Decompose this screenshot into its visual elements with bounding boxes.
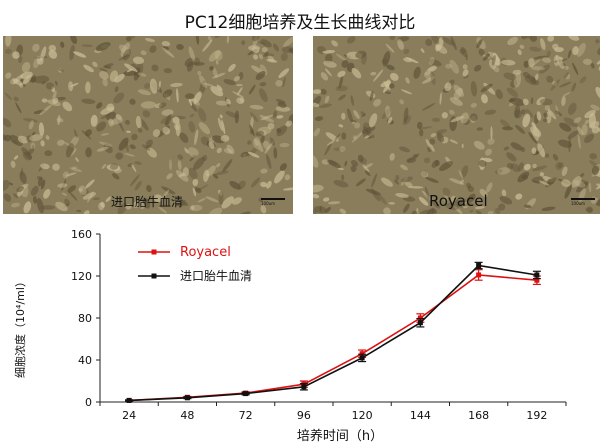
data-point [184, 395, 190, 401]
x-tick-label: 144 [410, 409, 431, 422]
x-tick-label: 24 [122, 409, 136, 422]
x-tick-label: 72 [239, 409, 253, 422]
legend-label: Royacel [180, 245, 231, 260]
data-point [301, 384, 307, 390]
scale-bar: 100um [261, 198, 285, 208]
chart-legend: Royacel 进口胎牛血清 [138, 245, 252, 283]
legend-label: 进口胎牛血清 [180, 268, 252, 283]
legend-marker [151, 249, 157, 255]
data-point [243, 391, 249, 397]
scale-bar: 100um [571, 198, 595, 208]
chart-series [125, 261, 541, 403]
x-tick-label: 48 [180, 409, 194, 422]
legend-marker [151, 273, 157, 279]
data-point [534, 272, 540, 278]
data-point [417, 320, 423, 326]
data-point [534, 277, 540, 283]
chart-axes [99, 234, 566, 403]
x-tick-label: 168 [468, 409, 489, 422]
y-tick-label: 120 [71, 270, 92, 283]
x-axis-label: 培养时间（h） [297, 428, 383, 444]
x-tick-label: 192 [526, 409, 547, 422]
y-tick-label: 80 [78, 312, 92, 325]
series-line [129, 274, 537, 402]
y-axis-label: 细胞浓度（10⁴/ml） [13, 276, 27, 378]
cell-micrograph-left: 进口胎牛血清 100um [3, 36, 293, 214]
series-0 [125, 269, 541, 403]
cell-micrograph-right: Royacel 100um [313, 36, 600, 214]
micrograph-caption: Royacel [429, 192, 488, 210]
data-point [359, 355, 365, 361]
growth-curve-chart: 0 40 80 120 160 24 48 72 96 120 144 168 192 Royacel 进… [13, 228, 567, 444]
data-point [126, 397, 132, 403]
micrograph-texture [313, 36, 600, 214]
micrograph-caption: 进口胎牛血清 [111, 195, 184, 209]
data-point [476, 272, 482, 278]
y-tick-label: 0 [85, 396, 92, 409]
data-point [476, 263, 482, 268]
page-title: PC12细胞培养及生长曲线对比 [184, 13, 416, 33]
series-line [129, 264, 538, 402]
y-tick-label: 160 [71, 228, 92, 241]
y-tick-label: 40 [78, 354, 92, 367]
x-tick-label: 96 [297, 409, 311, 422]
micrograph-texture [3, 36, 293, 214]
series-1 [125, 261, 541, 403]
chart-ticks: 0 40 80 120 160 24 48 72 96 120 144 168 192 [71, 228, 567, 422]
x-tick-label: 120 [352, 409, 373, 422]
